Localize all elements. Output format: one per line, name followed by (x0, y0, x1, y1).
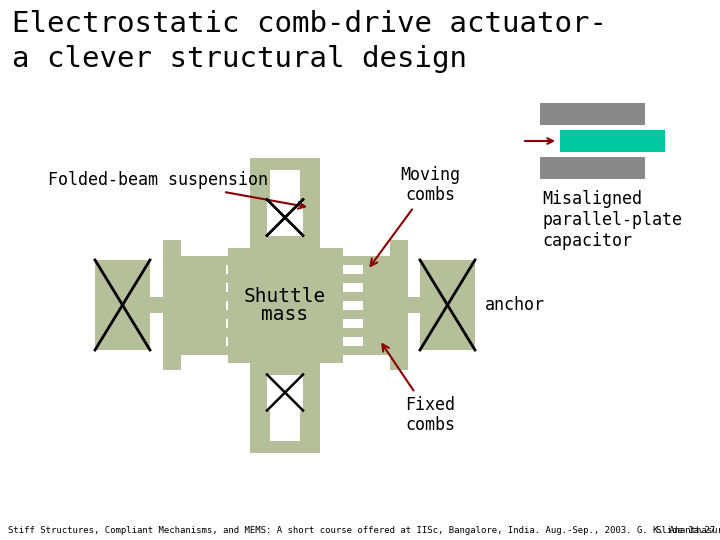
Bar (300, 362, 320, 453)
Bar (250, 441, 320, 453)
Bar (181, 319, 225, 327)
Bar (408, 297, 420, 313)
Bar (343, 309, 397, 319)
Text: a clever structural design: a clever structural design (12, 45, 467, 73)
Bar (343, 327, 397, 336)
Bar (181, 336, 225, 346)
Text: Slide 1a.27: Slide 1a.27 (656, 526, 715, 535)
Bar (267, 375, 303, 410)
Bar (173, 327, 228, 336)
Bar (181, 282, 225, 292)
Bar (250, 362, 320, 381)
Bar (343, 346, 397, 354)
Text: Stiff Structures, Compliant Mechanisms, and MEMS: A short course offered at IISc: Stiff Structures, Compliant Mechanisms, … (8, 526, 720, 535)
Bar (150, 297, 163, 313)
Bar (173, 273, 228, 282)
Bar (95, 260, 150, 350)
Bar (540, 103, 645, 125)
Bar (390, 240, 408, 370)
Bar (173, 255, 228, 265)
Bar (343, 273, 397, 282)
Bar (300, 158, 320, 247)
Text: Misaligned
parallel-plate
capacitor: Misaligned parallel-plate capacitor (542, 190, 682, 249)
Bar (173, 346, 228, 354)
Bar (560, 130, 665, 152)
Text: Moving
combs: Moving combs (371, 166, 460, 266)
Bar (163, 240, 181, 370)
Bar (228, 247, 343, 362)
Text: Fixed
combs: Fixed combs (382, 344, 455, 434)
Text: Folded-beam suspension: Folded-beam suspension (48, 171, 305, 208)
Bar (250, 158, 320, 170)
Bar (181, 300, 225, 309)
Text: mass: mass (261, 305, 308, 323)
Bar (362, 336, 390, 346)
Bar (343, 292, 397, 300)
Bar (420, 260, 475, 350)
Bar (250, 230, 320, 247)
Bar (250, 362, 270, 453)
Bar (250, 158, 270, 247)
Text: Electrostatic comb-drive actuator-: Electrostatic comb-drive actuator- (12, 10, 607, 38)
Bar (173, 292, 228, 300)
Bar (362, 319, 390, 327)
Bar (181, 265, 225, 273)
Bar (362, 282, 390, 292)
Bar (540, 157, 645, 179)
Bar (362, 265, 390, 273)
Bar (362, 300, 390, 309)
Text: Shuttle: Shuttle (244, 287, 326, 306)
Text: anchor: anchor (485, 296, 545, 314)
Bar (173, 309, 228, 319)
Bar (267, 199, 303, 235)
Bar (343, 255, 397, 265)
